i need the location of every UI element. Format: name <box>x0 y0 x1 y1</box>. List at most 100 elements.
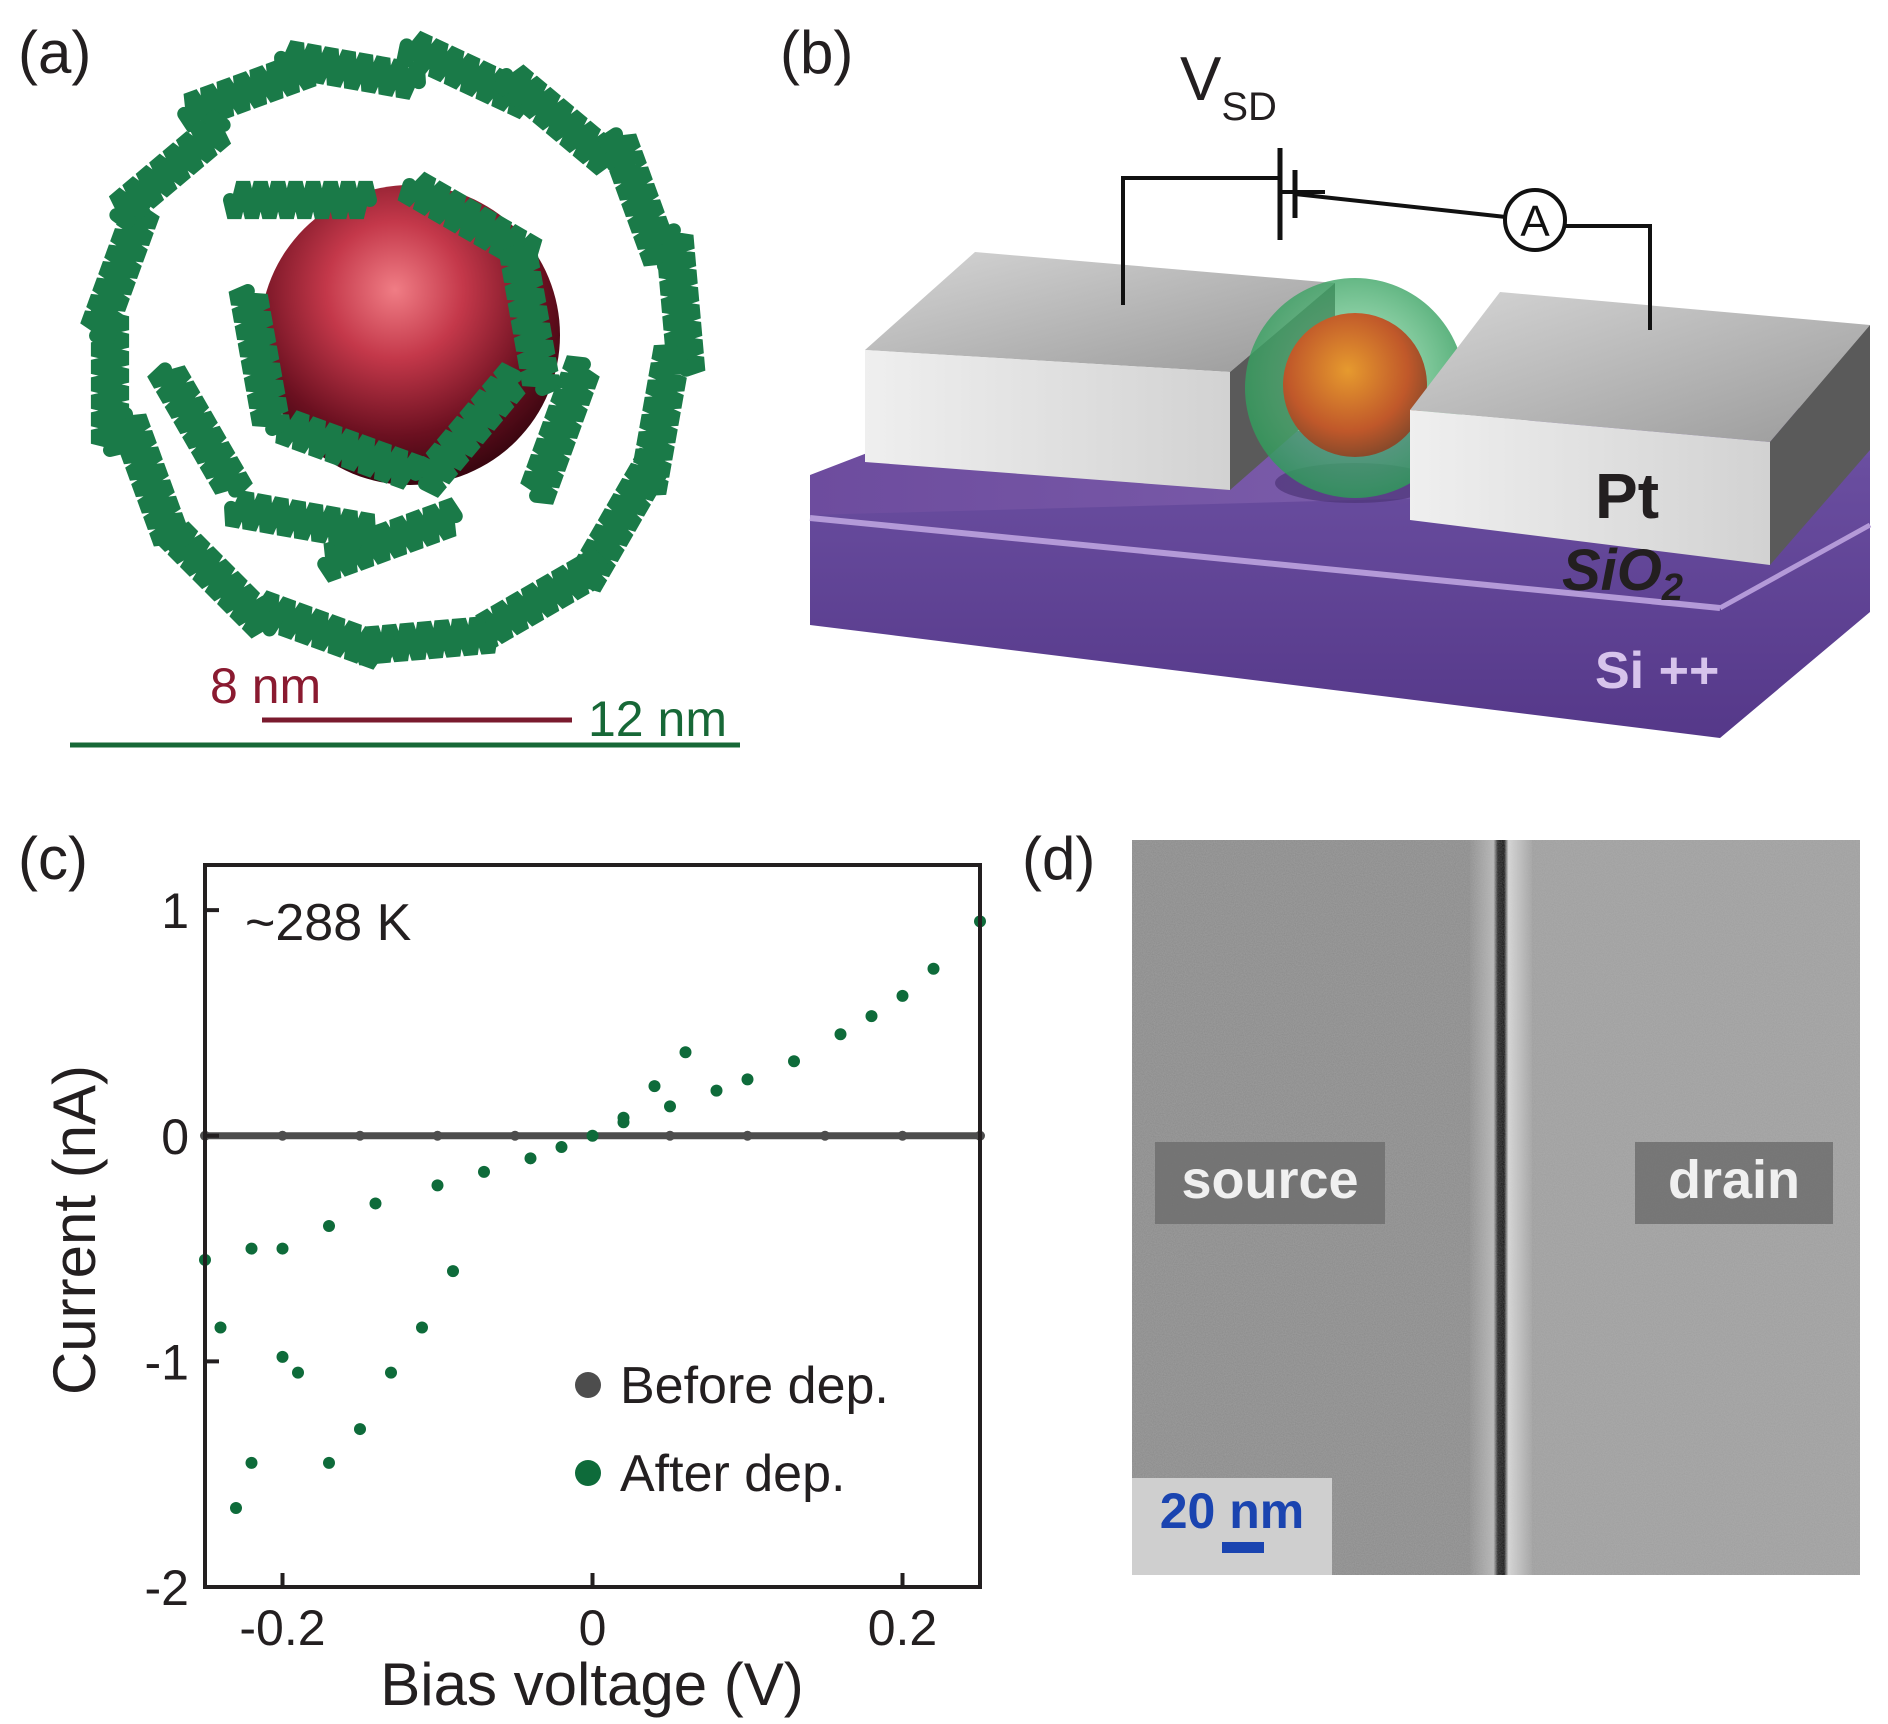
right-electrode-front <box>1410 410 1770 565</box>
point-before-6 <box>665 1130 675 1141</box>
left-electrode-front <box>865 350 1230 490</box>
left-electrode-top <box>865 252 1335 372</box>
helix-21 <box>228 284 292 436</box>
x-tick-label-1: 0 <box>579 1600 607 1656</box>
ammeter <box>1503 188 1567 252</box>
point-after-12 <box>710 1084 723 1097</box>
y-tick-label-1: -1 <box>145 1334 189 1390</box>
oxide-layer-edge <box>809 515 1721 611</box>
outer-scale-label: 12 nm <box>588 691 727 747</box>
x-tick-label-0: -0.2 <box>239 1600 325 1656</box>
point-after-18 <box>927 962 940 975</box>
y-tick-label-3: 1 <box>161 883 189 939</box>
drain-label-bg <box>1635 1142 1833 1224</box>
helix-5 <box>654 223 706 377</box>
y-tick-label-2: 0 <box>161 1109 189 1165</box>
oxide-label: SiO2 <box>1562 538 1683 609</box>
point-before-3 <box>432 1130 443 1141</box>
source-label: source <box>1181 1150 1358 1210</box>
voltage-symbol: V <box>1180 45 1222 114</box>
point-after-27 <box>323 1456 335 1469</box>
panel-b: (b) <box>780 0 1888 780</box>
legend-label-after: After dep. <box>620 1445 845 1503</box>
legend-label-before: Before dep. <box>620 1357 889 1415</box>
y-axis-label: Current (nA) <box>41 1065 108 1395</box>
point-after-21 <box>648 1080 661 1093</box>
sem-image: source drain 20 nm <box>1132 840 1860 1575</box>
helix-24 <box>520 355 600 505</box>
helix-20 <box>275 410 425 490</box>
scale-label: 20 nm <box>1160 1483 1305 1539</box>
oxide-subscript: 2 <box>1661 567 1683 609</box>
point-before-4 <box>510 1130 520 1141</box>
inner-scale-label: 8 nm <box>210 658 321 714</box>
helix-1 <box>274 40 426 100</box>
oxide-symbol: SiO <box>1562 538 1662 603</box>
helix-11 <box>155 521 285 639</box>
legend-marker-before <box>575 1372 601 1398</box>
point-after-22 <box>617 1111 630 1124</box>
point-after-1 <box>245 1242 258 1255</box>
source-label-bg <box>1155 1142 1385 1224</box>
helix-6 <box>630 344 690 496</box>
right-electrode-side <box>1770 325 1870 565</box>
right-electrode-top <box>1410 292 1870 442</box>
helix-22 <box>147 362 253 498</box>
point-before-8 <box>820 1130 830 1141</box>
particle-core <box>1283 313 1427 457</box>
point-after-14 <box>788 1055 800 1068</box>
iv-chart: -0.2 0 0.2 -2 -1 0 1 ~288 K Bias voltage (V) C… <box>41 863 986 1718</box>
point-after-16 <box>865 1010 878 1023</box>
legend-marker-after <box>575 1460 601 1486</box>
x-tick-label-2: 0.2 <box>868 1600 938 1656</box>
point-after-8 <box>555 1141 568 1154</box>
substrate-label: Si ++ <box>1595 642 1719 700</box>
voltage-label: VSD <box>1180 45 1277 129</box>
point-after-32 <box>214 1321 227 1334</box>
panel-c-label: (c) <box>18 825 88 892</box>
substrate-front <box>810 410 1870 738</box>
scale-bar <box>1222 1542 1264 1553</box>
voltage-subscript: SD <box>1221 85 1277 129</box>
point-after-2 <box>276 1242 289 1255</box>
point-after-3 <box>323 1220 335 1232</box>
point-after-30 <box>245 1456 258 1469</box>
temperature-label: ~288 K <box>245 894 412 952</box>
helix-18 <box>498 244 562 396</box>
oxide-layer-edge-right <box>1718 522 1872 611</box>
y-tick-label-0: -2 <box>145 1560 189 1616</box>
helix-19 <box>414 362 526 498</box>
point-after-5 <box>431 1179 444 1192</box>
helix-3 <box>492 64 628 176</box>
helix-25 <box>224 490 376 550</box>
point-before-1 <box>277 1130 288 1141</box>
point-after-17 <box>896 989 909 1002</box>
panel-d: (d) source drain 20 nm <box>1000 800 1888 1724</box>
protein-shell <box>80 30 706 670</box>
panel-a: (a) 8 nm 12 nm <box>0 0 780 780</box>
helix-15 <box>108 108 232 232</box>
helix-16 <box>223 180 377 220</box>
helix-17 <box>397 171 543 269</box>
point-after-31 <box>230 1502 242 1515</box>
panel-c: (c) -0.2 0 0.2 -2 -1 0 1 ~288 K Bias voltage (… <box>0 800 1000 1724</box>
point-after-29 <box>276 1350 289 1363</box>
point-after-20 <box>679 1046 692 1059</box>
scale-box <box>1132 1478 1332 1575</box>
point-after-15 <box>834 1028 847 1041</box>
point-after-9 <box>586 1129 599 1142</box>
point-before-9 <box>897 1130 908 1141</box>
point-after-28 <box>292 1366 304 1379</box>
panel-d-label: (d) <box>1022 825 1096 892</box>
panel-b-label: (b) <box>780 19 854 86</box>
point-after-25 <box>385 1366 397 1379</box>
helix-23 <box>317 497 463 583</box>
point-after-11 <box>664 1100 676 1113</box>
point-after-24 <box>416 1321 428 1334</box>
electrode-label: Pt <box>1595 460 1659 532</box>
device-schematic: A VSD Pt SiO2 Si ++ <box>809 45 1872 738</box>
ammeter-label: A <box>1520 197 1550 246</box>
point-after-13 <box>741 1073 754 1086</box>
point-before-7 <box>742 1130 753 1141</box>
point-after-7 <box>524 1152 537 1165</box>
